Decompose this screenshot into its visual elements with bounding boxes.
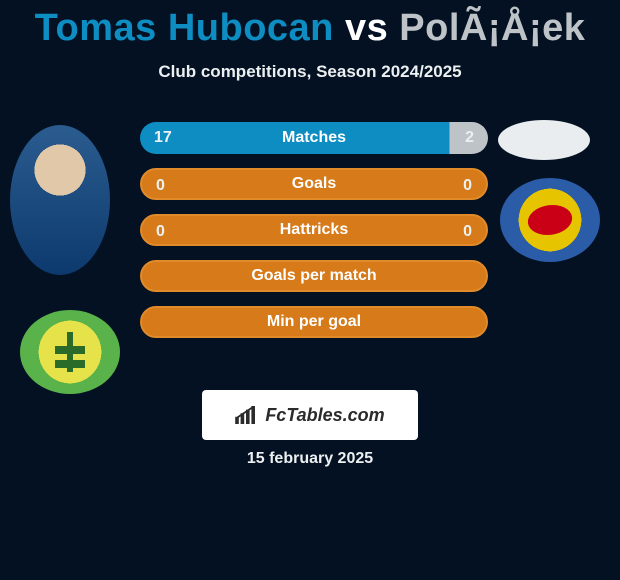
player1-club-badge: [20, 310, 120, 394]
player2-avatar: [498, 120, 590, 160]
player2-club-badge: [500, 178, 600, 262]
stat-row: Min per goal: [140, 306, 488, 338]
subtitle: Club competitions, Season 2024/2025: [0, 62, 620, 82]
stat-value-left: 0: [156, 216, 165, 248]
stat-label: Hattricks: [280, 221, 348, 239]
stats-panel: 17 Matches 2 0 Goals 0 0 Hattricks 0 Goals per ma…: [140, 122, 488, 352]
stat-row: 0 Goals 0: [140, 168, 488, 200]
branding-label: FcTables.com: [265, 405, 384, 426]
stat-row: 17 Matches 2: [140, 122, 488, 154]
player2-name: PolÃ¡Å¡ek: [399, 7, 585, 49]
stat-value-right: 2: [465, 122, 474, 154]
comparison-title: Tomas Hubocan vs PolÃ¡Å¡ek: [0, 0, 620, 50]
stat-label: Matches: [282, 129, 346, 147]
vs-text: vs: [345, 7, 388, 49]
stat-row: Goals per match: [140, 260, 488, 292]
stat-value-left: 17: [154, 122, 172, 154]
chart-icon: [235, 406, 257, 424]
stat-row: 0 Hattricks 0: [140, 214, 488, 246]
stat-value-right: 0: [463, 170, 472, 202]
stat-value-left: 0: [156, 170, 165, 202]
fctables-branding: FcTables.com: [202, 390, 418, 440]
stat-value-right: 0: [463, 216, 472, 248]
stat-label: Goals per match: [251, 267, 376, 285]
stat-label: Min per goal: [267, 313, 361, 331]
player1-avatar: [10, 125, 110, 275]
player1-name: Tomas Hubocan: [35, 7, 334, 49]
stat-label: Goals: [292, 175, 336, 193]
date-label: 15 february 2025: [0, 450, 620, 468]
